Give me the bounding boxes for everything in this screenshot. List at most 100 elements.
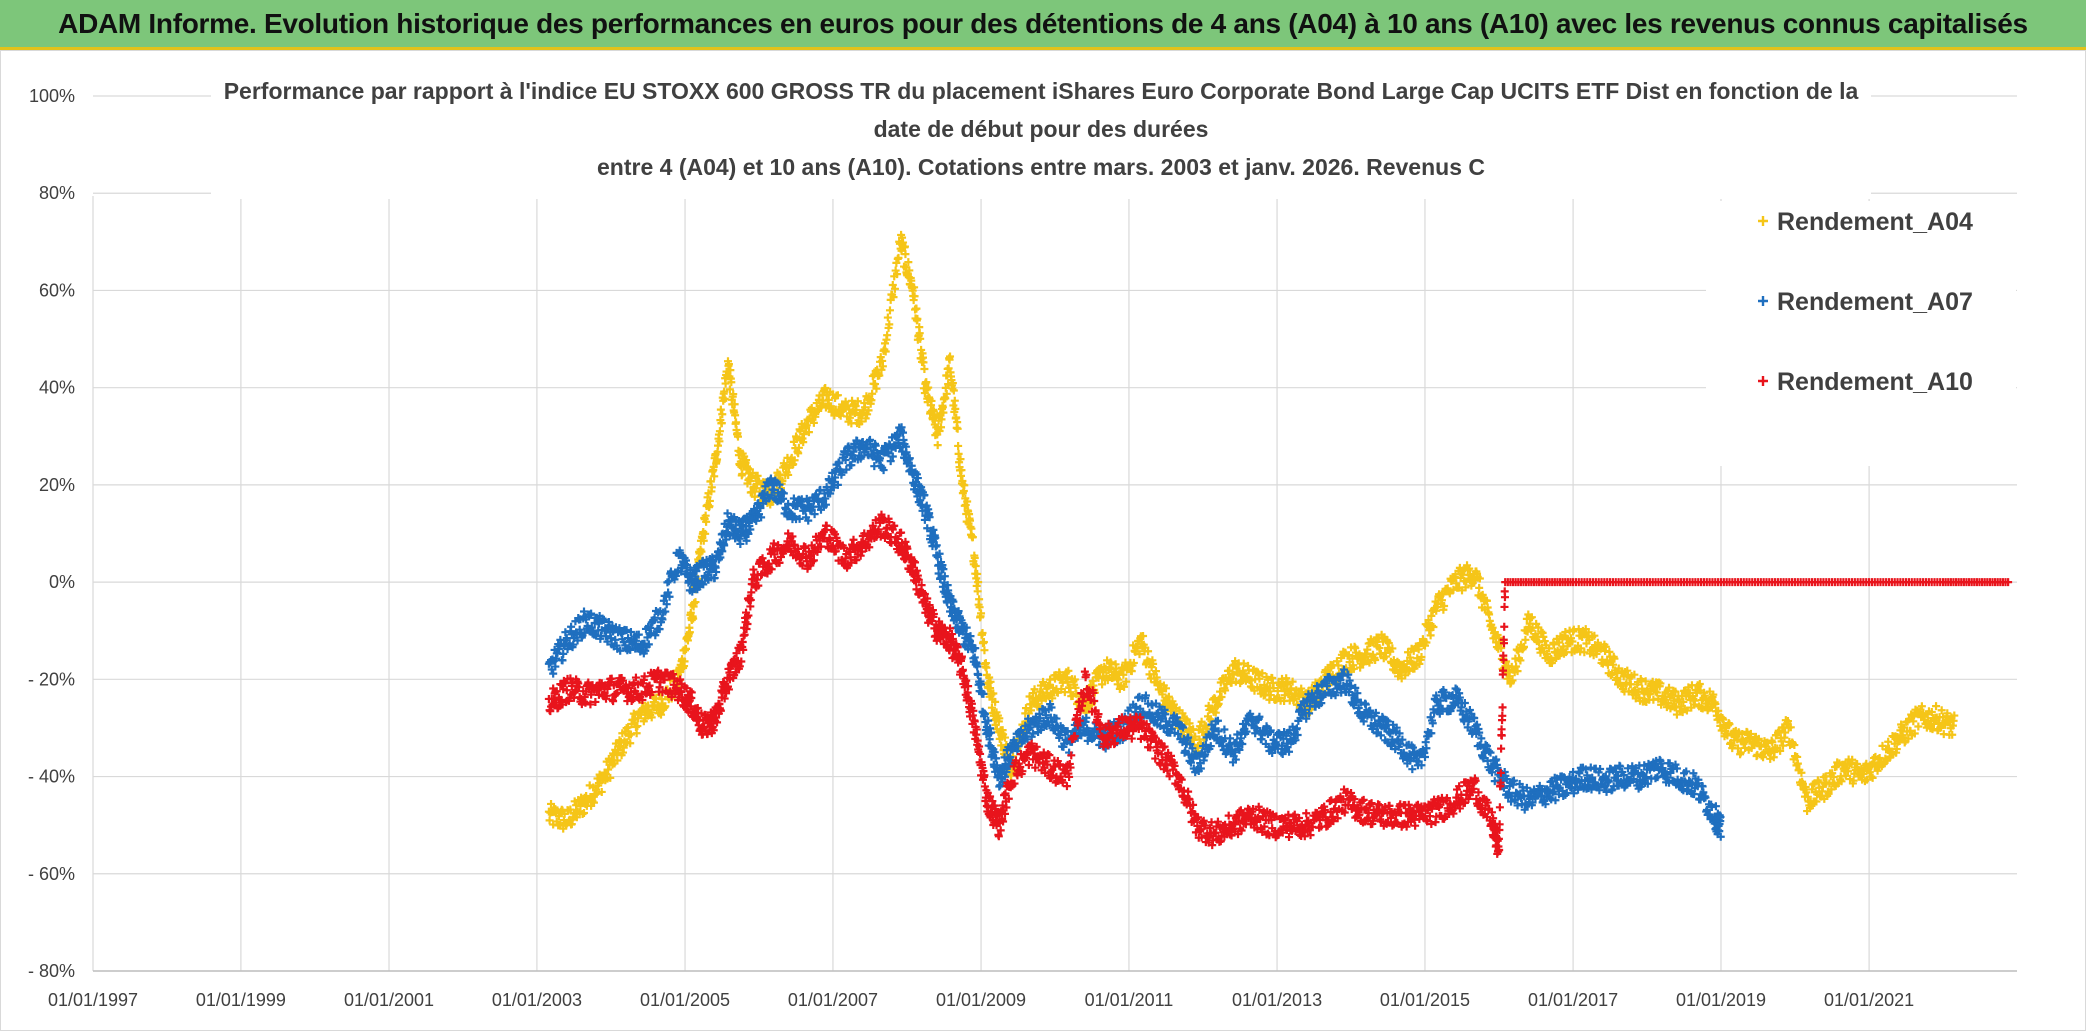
data-point (713, 455, 722, 464)
data-point (824, 395, 833, 404)
data-point (970, 553, 979, 562)
gridlines (92, 95, 2017, 972)
data-point (1736, 748, 1745, 757)
data-point (1590, 631, 1599, 640)
data-point (705, 496, 714, 505)
data-point (1064, 666, 1073, 675)
data-point (1725, 720, 1734, 729)
data-point (1884, 737, 1893, 746)
data-point (658, 615, 667, 624)
data-point (626, 730, 635, 739)
data-point (946, 352, 955, 361)
data-point (720, 394, 729, 403)
data-point (1393, 657, 1402, 666)
data-point (1610, 654, 1619, 663)
data-point (1497, 643, 1506, 652)
data-point (885, 320, 894, 329)
data-point (1475, 583, 1484, 592)
data-point (1424, 616, 1433, 625)
data-point (1709, 690, 1718, 699)
data-point (875, 371, 884, 380)
data-point (1927, 707, 1936, 716)
data-point (1363, 657, 1372, 666)
data-point (910, 283, 919, 292)
data-point (1714, 706, 1723, 715)
data-point (562, 634, 571, 643)
data-point (804, 428, 813, 437)
data-point (1555, 638, 1563, 647)
data-point (1409, 646, 1418, 655)
data-point (1728, 741, 1737, 750)
data-point (727, 378, 736, 387)
data-point (589, 798, 598, 807)
data-point (685, 628, 694, 637)
data-point (1630, 670, 1639, 679)
data-point (1843, 767, 1852, 776)
data-point (937, 415, 946, 424)
data-point (794, 443, 803, 452)
data-point (651, 631, 660, 640)
data-point (1287, 684, 1296, 693)
data-point (1863, 775, 1872, 784)
data-point (1807, 801, 1816, 810)
data-point (545, 816, 554, 825)
data-point (599, 615, 608, 624)
data-point (956, 455, 965, 464)
data-point (1401, 671, 1410, 680)
data-point (613, 756, 622, 765)
data-point (973, 569, 982, 578)
data-point (1149, 659, 1158, 668)
data-point (883, 313, 892, 322)
data-point (691, 598, 700, 607)
data-point (747, 473, 756, 482)
data-point (1950, 711, 1959, 720)
data-point (1226, 734, 1235, 743)
data-point (575, 625, 584, 634)
data-point (662, 600, 671, 609)
data-point (861, 414, 870, 423)
data-point (1527, 613, 1536, 622)
data-point (957, 466, 966, 475)
data-point (1119, 670, 1128, 679)
data-point (878, 362, 887, 371)
data-point (953, 418, 962, 427)
data-point (1044, 681, 1053, 690)
data-point (1422, 638, 1431, 647)
data-point (817, 401, 826, 410)
data-point (1184, 787, 1193, 796)
data-point (968, 533, 977, 542)
data-point (1679, 697, 1688, 706)
data-point (602, 770, 611, 779)
data-point (632, 729, 641, 738)
data-point (1723, 731, 1732, 740)
data-point (1122, 677, 1131, 686)
data-point (799, 430, 808, 439)
data-point (710, 472, 719, 481)
data-point (1768, 738, 1777, 747)
data-point (991, 697, 1000, 706)
data-point (1778, 741, 1787, 750)
data-point (663, 578, 672, 587)
data-point (872, 384, 881, 393)
data-point (1440, 601, 1449, 610)
data-point (730, 400, 739, 409)
data-series (544, 230, 2013, 858)
data-point (1521, 635, 1530, 644)
data-point (1837, 777, 1846, 786)
data-point (1164, 692, 1173, 701)
data-point (1371, 656, 1380, 665)
data-point (954, 449, 963, 458)
data-point (567, 622, 576, 631)
data-point (1867, 772, 1876, 781)
data-point (724, 360, 733, 369)
data-point (702, 517, 711, 526)
data-point (587, 609, 596, 618)
data-point (718, 410, 727, 419)
data-point (731, 411, 740, 420)
data-point (1135, 650, 1144, 659)
data-point (989, 689, 998, 698)
data-point (1937, 706, 1946, 715)
data-point (1601, 642, 1610, 651)
data-point (1733, 744, 1742, 753)
data-point (1790, 741, 1799, 750)
